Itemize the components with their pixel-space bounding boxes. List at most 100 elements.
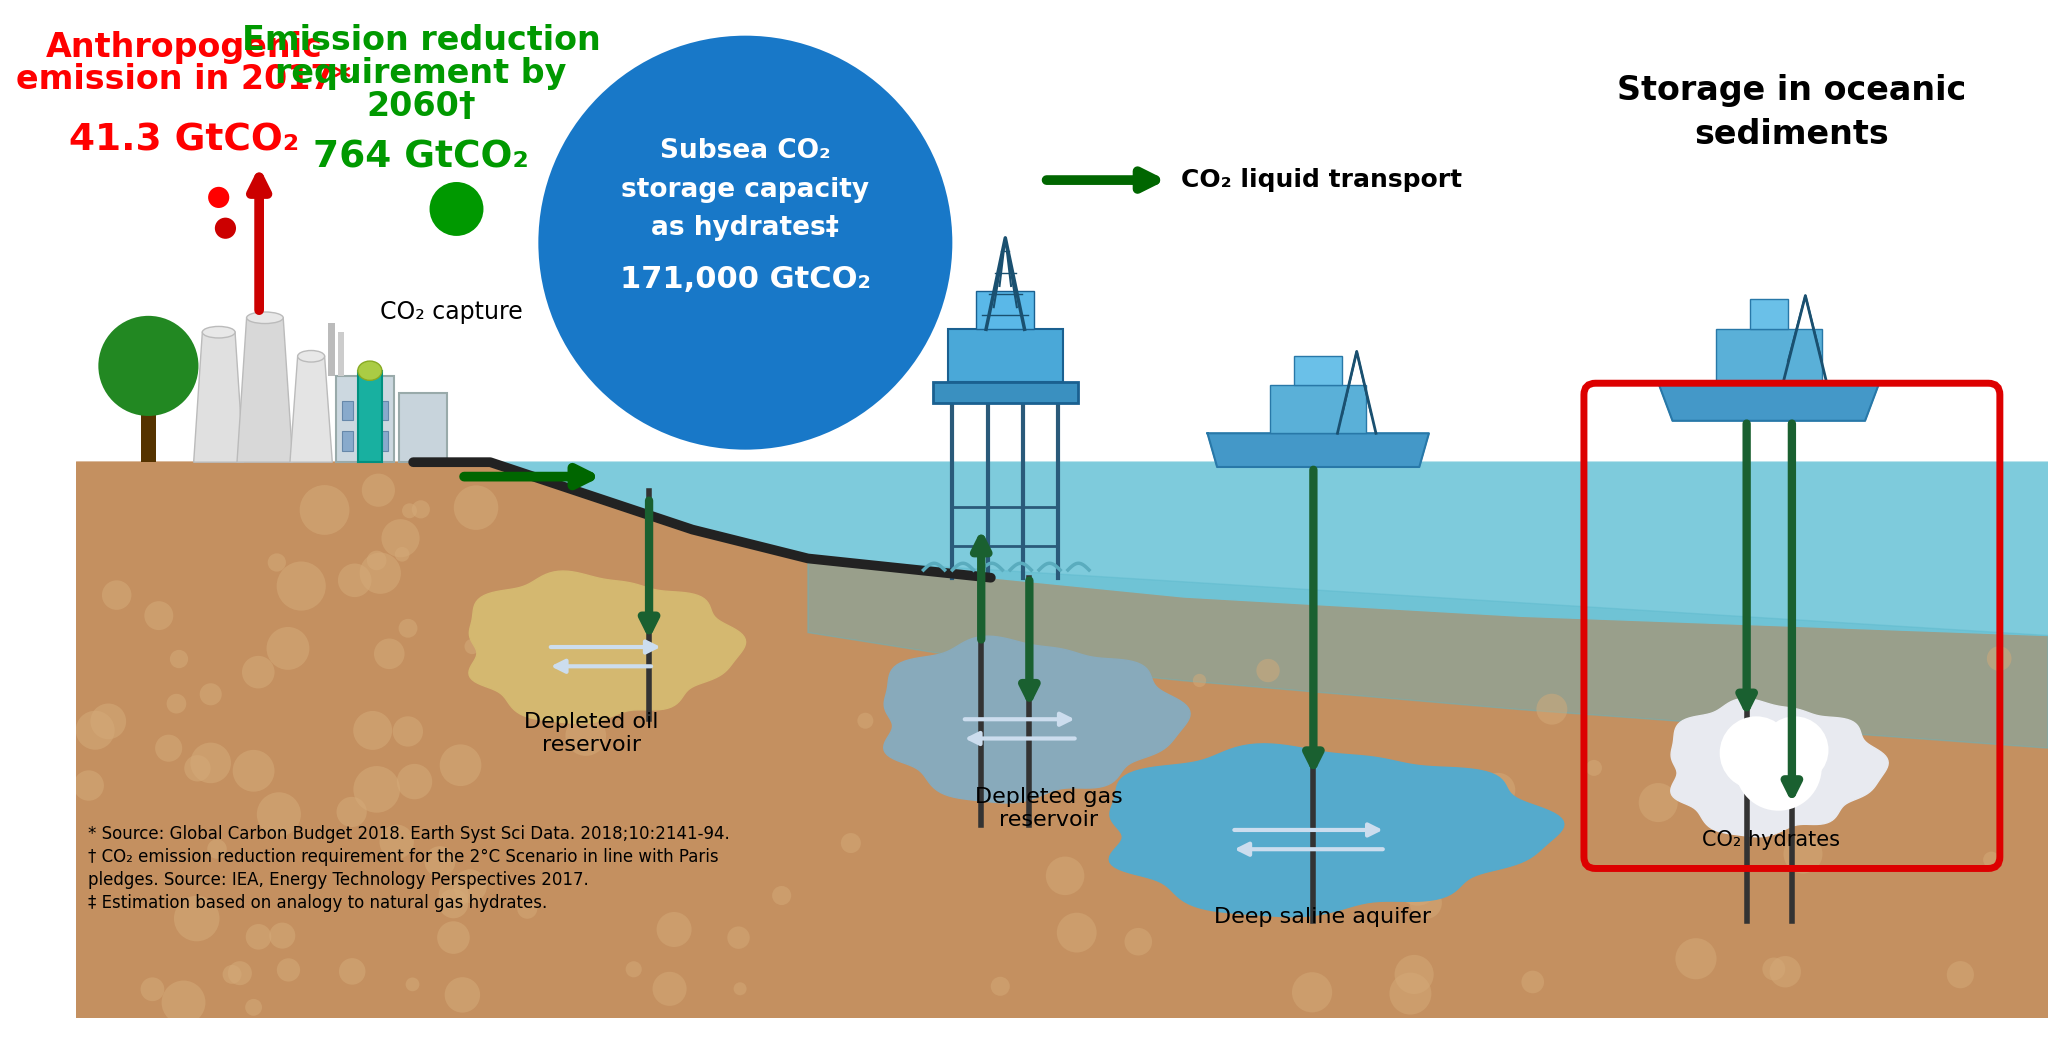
Text: Deep saline aquifer: Deep saline aquifer (1214, 907, 1432, 927)
Circle shape (395, 546, 410, 562)
Circle shape (465, 639, 479, 654)
Circle shape (268, 923, 295, 949)
Text: CO₂ liquid transport: CO₂ liquid transport (1182, 168, 1462, 192)
Text: storage capacity: storage capacity (621, 176, 870, 202)
Circle shape (1720, 717, 1792, 789)
Circle shape (672, 669, 684, 681)
Text: CO₂ hydrates: CO₂ hydrates (1702, 830, 1839, 850)
Polygon shape (883, 636, 1190, 803)
Circle shape (858, 712, 872, 729)
Bar (948, 330, 1063, 383)
Circle shape (102, 581, 131, 610)
Circle shape (772, 886, 791, 905)
Circle shape (266, 627, 309, 670)
Circle shape (143, 601, 174, 630)
Text: as hydrates‡: as hydrates‡ (651, 216, 840, 242)
Circle shape (1737, 740, 1794, 798)
Circle shape (1047, 857, 1083, 895)
Circle shape (981, 667, 1014, 699)
Circle shape (1638, 783, 1677, 822)
Ellipse shape (203, 327, 236, 338)
Circle shape (440, 745, 481, 786)
Circle shape (539, 35, 952, 450)
Polygon shape (489, 463, 2048, 636)
Circle shape (1276, 768, 1296, 788)
Circle shape (162, 981, 205, 1025)
Bar (342, 431, 354, 451)
Circle shape (156, 734, 182, 762)
Text: 41.3 GtCO₂: 41.3 GtCO₂ (70, 122, 299, 159)
Circle shape (276, 561, 326, 611)
Circle shape (625, 961, 641, 977)
Bar (1270, 385, 1366, 433)
Polygon shape (469, 571, 745, 724)
Circle shape (215, 218, 236, 239)
Circle shape (944, 671, 961, 688)
Text: Anthropogenic: Anthropogenic (45, 31, 322, 64)
Text: 2060†: 2060† (367, 89, 475, 122)
Circle shape (518, 899, 537, 919)
Circle shape (1303, 875, 1337, 909)
Bar (141, 410, 156, 463)
Circle shape (436, 921, 469, 954)
Circle shape (1255, 658, 1280, 682)
Text: Emission reduction: Emission reduction (242, 24, 600, 57)
Circle shape (1522, 971, 1544, 993)
Circle shape (276, 958, 301, 982)
Circle shape (1948, 961, 1974, 988)
Circle shape (299, 485, 350, 535)
Circle shape (1395, 955, 1434, 994)
Circle shape (653, 972, 686, 1006)
Circle shape (1192, 674, 1206, 688)
Circle shape (336, 796, 367, 828)
Circle shape (375, 639, 406, 669)
Circle shape (393, 717, 424, 747)
Polygon shape (1110, 744, 1565, 917)
Bar (977, 290, 1034, 330)
Circle shape (352, 711, 391, 750)
Circle shape (209, 187, 229, 208)
Text: 764 GtCO₂: 764 GtCO₂ (313, 140, 528, 175)
Circle shape (184, 755, 211, 782)
Circle shape (223, 964, 242, 984)
Circle shape (381, 520, 420, 557)
Circle shape (367, 551, 387, 570)
Bar (399, 393, 446, 463)
Text: Subsea CO₂: Subsea CO₂ (659, 138, 831, 164)
Circle shape (76, 710, 115, 750)
Circle shape (1397, 864, 1438, 905)
Circle shape (360, 553, 401, 594)
Bar (358, 400, 371, 420)
Text: ‡ Estimation based on analogy to natural gas hydrates.: ‡ Estimation based on analogy to natural… (88, 895, 547, 913)
Circle shape (1292, 972, 1331, 1012)
Bar (338, 332, 344, 375)
Circle shape (362, 474, 395, 507)
Circle shape (233, 750, 274, 791)
Circle shape (1987, 646, 2011, 671)
Circle shape (74, 770, 104, 801)
Polygon shape (76, 463, 489, 1017)
Polygon shape (1208, 433, 1430, 467)
Circle shape (256, 792, 301, 837)
Circle shape (379, 824, 414, 859)
Circle shape (1124, 928, 1153, 955)
Circle shape (424, 846, 455, 877)
Circle shape (141, 978, 164, 1001)
Circle shape (1769, 956, 1800, 987)
Bar (358, 431, 371, 451)
Circle shape (98, 316, 199, 416)
Text: 171,000 GtCO₂: 171,000 GtCO₂ (621, 264, 870, 293)
Bar (336, 375, 393, 463)
Polygon shape (238, 317, 293, 463)
Circle shape (90, 703, 127, 739)
Text: Depleted oil
reservoir: Depleted oil reservoir (524, 711, 659, 755)
Text: * Source: Global Carbon Budget 2018. Earth Syst Sci Data. 2018;10:2141-94.: * Source: Global Carbon Budget 2018. Ear… (88, 825, 729, 843)
Circle shape (170, 650, 188, 668)
Circle shape (207, 839, 227, 859)
Text: emission in 2017*: emission in 2017* (16, 62, 352, 95)
Text: requirement by: requirement by (274, 57, 567, 90)
Text: Storage in oceanic
sediments: Storage in oceanic sediments (1618, 75, 1966, 150)
Circle shape (1735, 724, 1823, 811)
Circle shape (412, 500, 430, 518)
Text: CO₂ capture: CO₂ capture (381, 301, 522, 325)
